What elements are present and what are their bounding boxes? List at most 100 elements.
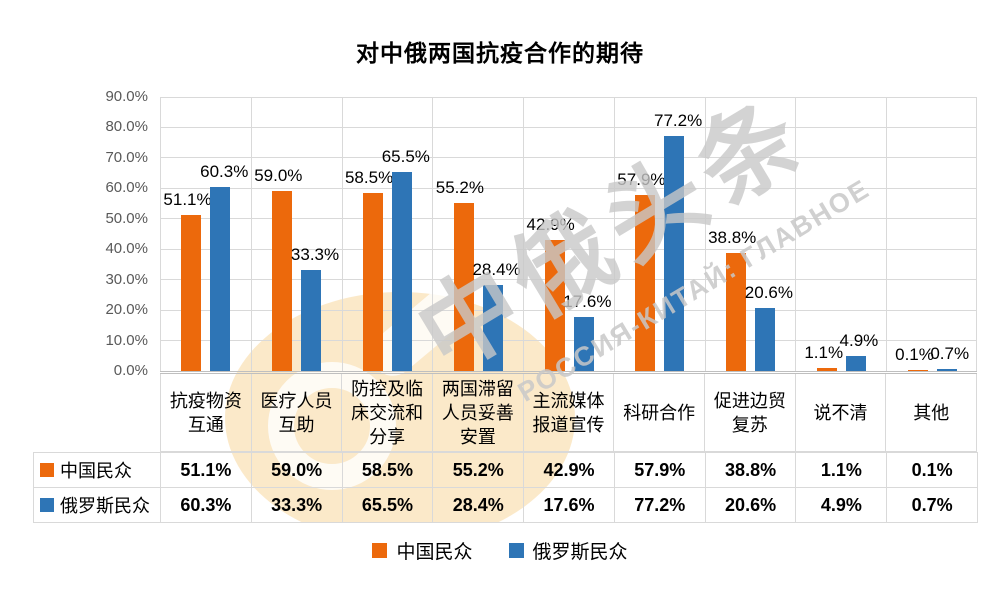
y-tick-label: 60.0% bbox=[105, 179, 148, 197]
legend-swatch-icon bbox=[508, 543, 524, 558]
bar-俄罗斯民众-两国滞留人员妥善安置 bbox=[482, 284, 503, 371]
table-value: 28.4% bbox=[432, 488, 523, 522]
legend-label: 俄罗斯民众 bbox=[532, 542, 628, 563]
gridline-40.0% bbox=[160, 248, 977, 250]
series-name: 中国民众 bbox=[60, 461, 132, 481]
category-label-说不清: 说不清 bbox=[794, 374, 886, 451]
chart-title: 对中俄两国抗疫合作的期待 bbox=[356, 40, 644, 66]
y-tick-label: 90.0% bbox=[105, 88, 148, 105]
bar-俄罗斯民众-促进边贸复苏 bbox=[755, 308, 776, 371]
bar-value-label: 65.5% bbox=[381, 146, 430, 166]
legend-swatch-icon bbox=[372, 543, 388, 558]
bar-俄罗斯民众-防控及临床交流和分享 bbox=[391, 171, 412, 371]
bar-俄罗斯民众-抗疫物资互通 bbox=[210, 187, 231, 371]
gridline-vertical bbox=[976, 97, 977, 371]
bar-value-label: 58.5% bbox=[344, 167, 394, 187]
bar-value-label: 4.9% bbox=[839, 331, 879, 351]
table-value: 42.9% bbox=[523, 453, 614, 487]
bar-value-label: 77.2% bbox=[654, 110, 703, 130]
plot-area: 51.1% 59.0% 58.5% 55.2% 42.9% 57.9% 38.8% 1.1% 0… bbox=[160, 96, 977, 372]
y-tick-label: 80.0% bbox=[105, 118, 148, 136]
legend-item-中国民众: 中国民众 bbox=[372, 537, 473, 564]
bar-value-label: 42.9% bbox=[526, 215, 575, 235]
table-value: 65.5% bbox=[341, 488, 433, 522]
y-tick-label: 70.0% bbox=[105, 148, 148, 166]
category-label-其他: 其他 bbox=[885, 374, 978, 451]
y-tick-label: 20.0% bbox=[105, 301, 148, 319]
gridline-vertical bbox=[886, 97, 887, 371]
bar-value-label: 0.1% bbox=[895, 345, 934, 364]
bar-俄罗斯民众-说不清 bbox=[845, 356, 866, 371]
gridline-60.0% bbox=[160, 187, 977, 189]
bar-中国民众-其他 bbox=[907, 370, 928, 371]
table-row-header: 中国民众 bbox=[33, 453, 160, 487]
y-tick-label: 30.0% bbox=[105, 270, 148, 288]
bar-value-label: 60.3% bbox=[200, 162, 249, 182]
category-label-医疗人员互助: 医疗人员互助 bbox=[250, 374, 342, 451]
y-tick-label: 0.0% bbox=[113, 362, 148, 379]
table-value: 0.1% bbox=[886, 453, 979, 487]
category-label-主流媒体报道宣传: 主流媒体报道宣传 bbox=[522, 374, 614, 451]
table-value: 59.0% bbox=[250, 453, 342, 487]
gridline-50.0% bbox=[160, 218, 977, 220]
series-swatch-icon bbox=[40, 463, 54, 477]
category-label-防控及临床交流和分享: 防控及临床交流和分享 bbox=[341, 374, 432, 451]
table-row-俄罗斯民众: 俄罗斯民众 60.3% 33.3% 65.5% 28.4% 17.6% 77.2% 20.6%… bbox=[33, 488, 979, 523]
series-swatch-icon bbox=[40, 498, 54, 512]
legend-label: 中国民众 bbox=[396, 542, 473, 563]
gridline-80.0% bbox=[160, 126, 977, 128]
table-value: 58.5% bbox=[341, 453, 433, 487]
table-value: 33.3% bbox=[250, 488, 342, 522]
bar-value-label: 1.1% bbox=[804, 342, 844, 362]
bar-value-label: 20.6% bbox=[744, 283, 794, 303]
bar-value-label: 0.7% bbox=[930, 343, 970, 363]
data-table: 中国民众 51.1% 59.0% 58.5% 55.2% 42.9% 57.9% 38.8% 1… bbox=[33, 452, 979, 523]
gridline-70.0% bbox=[160, 157, 977, 159]
gridline-vertical bbox=[795, 97, 796, 371]
table-value: 1.1% bbox=[795, 453, 886, 487]
gridline-90.0% bbox=[160, 96, 977, 98]
table-row-header: 俄罗斯民众 bbox=[33, 488, 160, 522]
y-tick-label: 40.0% bbox=[105, 240, 148, 258]
bar-中国民众-抗疫物资互通 bbox=[181, 215, 202, 371]
bar-value-label: 17.6% bbox=[563, 292, 612, 312]
bar-俄罗斯民众-主流媒体报道宣传 bbox=[573, 317, 594, 371]
bar-value-label: 59.0% bbox=[254, 166, 303, 186]
bar-中国民众-两国滞留人员妥善安置 bbox=[453, 202, 474, 371]
bar-中国民众-医疗人员互助 bbox=[272, 191, 293, 371]
bar-中国民众-防控及临床交流和分享 bbox=[362, 192, 383, 371]
gridline-0.0% bbox=[160, 370, 977, 372]
gridline-vertical bbox=[342, 97, 343, 371]
gridline-20.0% bbox=[160, 309, 977, 311]
table-value: 4.9% bbox=[795, 488, 886, 522]
table-value: 20.6% bbox=[704, 488, 796, 522]
bar-俄罗斯民众-科研合作 bbox=[664, 135, 685, 371]
gridline-vertical bbox=[614, 97, 615, 371]
bar-俄罗斯民众-其他 bbox=[936, 368, 957, 371]
table-value: 17.6% bbox=[523, 488, 614, 522]
bar-俄罗斯民众-医疗人员互助 bbox=[301, 269, 322, 371]
y-axis: 0.0% 10.0% 20.0% 30.0% 40.0% 50.0% 60.0% 70.0% 8… bbox=[0, 88, 148, 379]
table-value: 55.2% bbox=[432, 453, 523, 487]
gridline-vertical bbox=[432, 97, 433, 371]
gridline-30.0% bbox=[160, 279, 977, 281]
gridline-vertical bbox=[523, 97, 524, 371]
gridline-10.0% bbox=[160, 340, 977, 342]
table-value: 0.7% bbox=[886, 488, 979, 522]
x-axis-categories: 抗疫物资互通 医疗人员互助 防控及临床交流和分享 两国滞留人员妥善安置 主流媒体报道宣传… bbox=[160, 373, 978, 452]
y-tick-label: 50.0% bbox=[105, 209, 148, 227]
category-label-科研合作: 科研合作 bbox=[613, 374, 704, 451]
bar-value-label: 33.3% bbox=[290, 244, 340, 264]
bar-value-label: 55.2% bbox=[435, 177, 484, 197]
table-value: 60.3% bbox=[160, 488, 251, 522]
table-row-中国民众: 中国民众 51.1% 59.0% 58.5% 55.2% 42.9% 57.9% 38.8% 1… bbox=[33, 453, 979, 488]
category-label-两国滞留人员妥善安置: 两国滞留人员妥善安置 bbox=[432, 374, 523, 451]
table-value: 77.2% bbox=[613, 488, 705, 522]
bar-中国民众-说不清 bbox=[816, 367, 837, 371]
gridline-vertical bbox=[705, 97, 706, 371]
series-name: 俄罗斯民众 bbox=[60, 496, 150, 516]
legend: 中国民众 俄罗斯民众 bbox=[0, 537, 1000, 564]
table-value: 38.8% bbox=[704, 453, 796, 487]
bar-value-label: 57.9% bbox=[617, 169, 666, 189]
